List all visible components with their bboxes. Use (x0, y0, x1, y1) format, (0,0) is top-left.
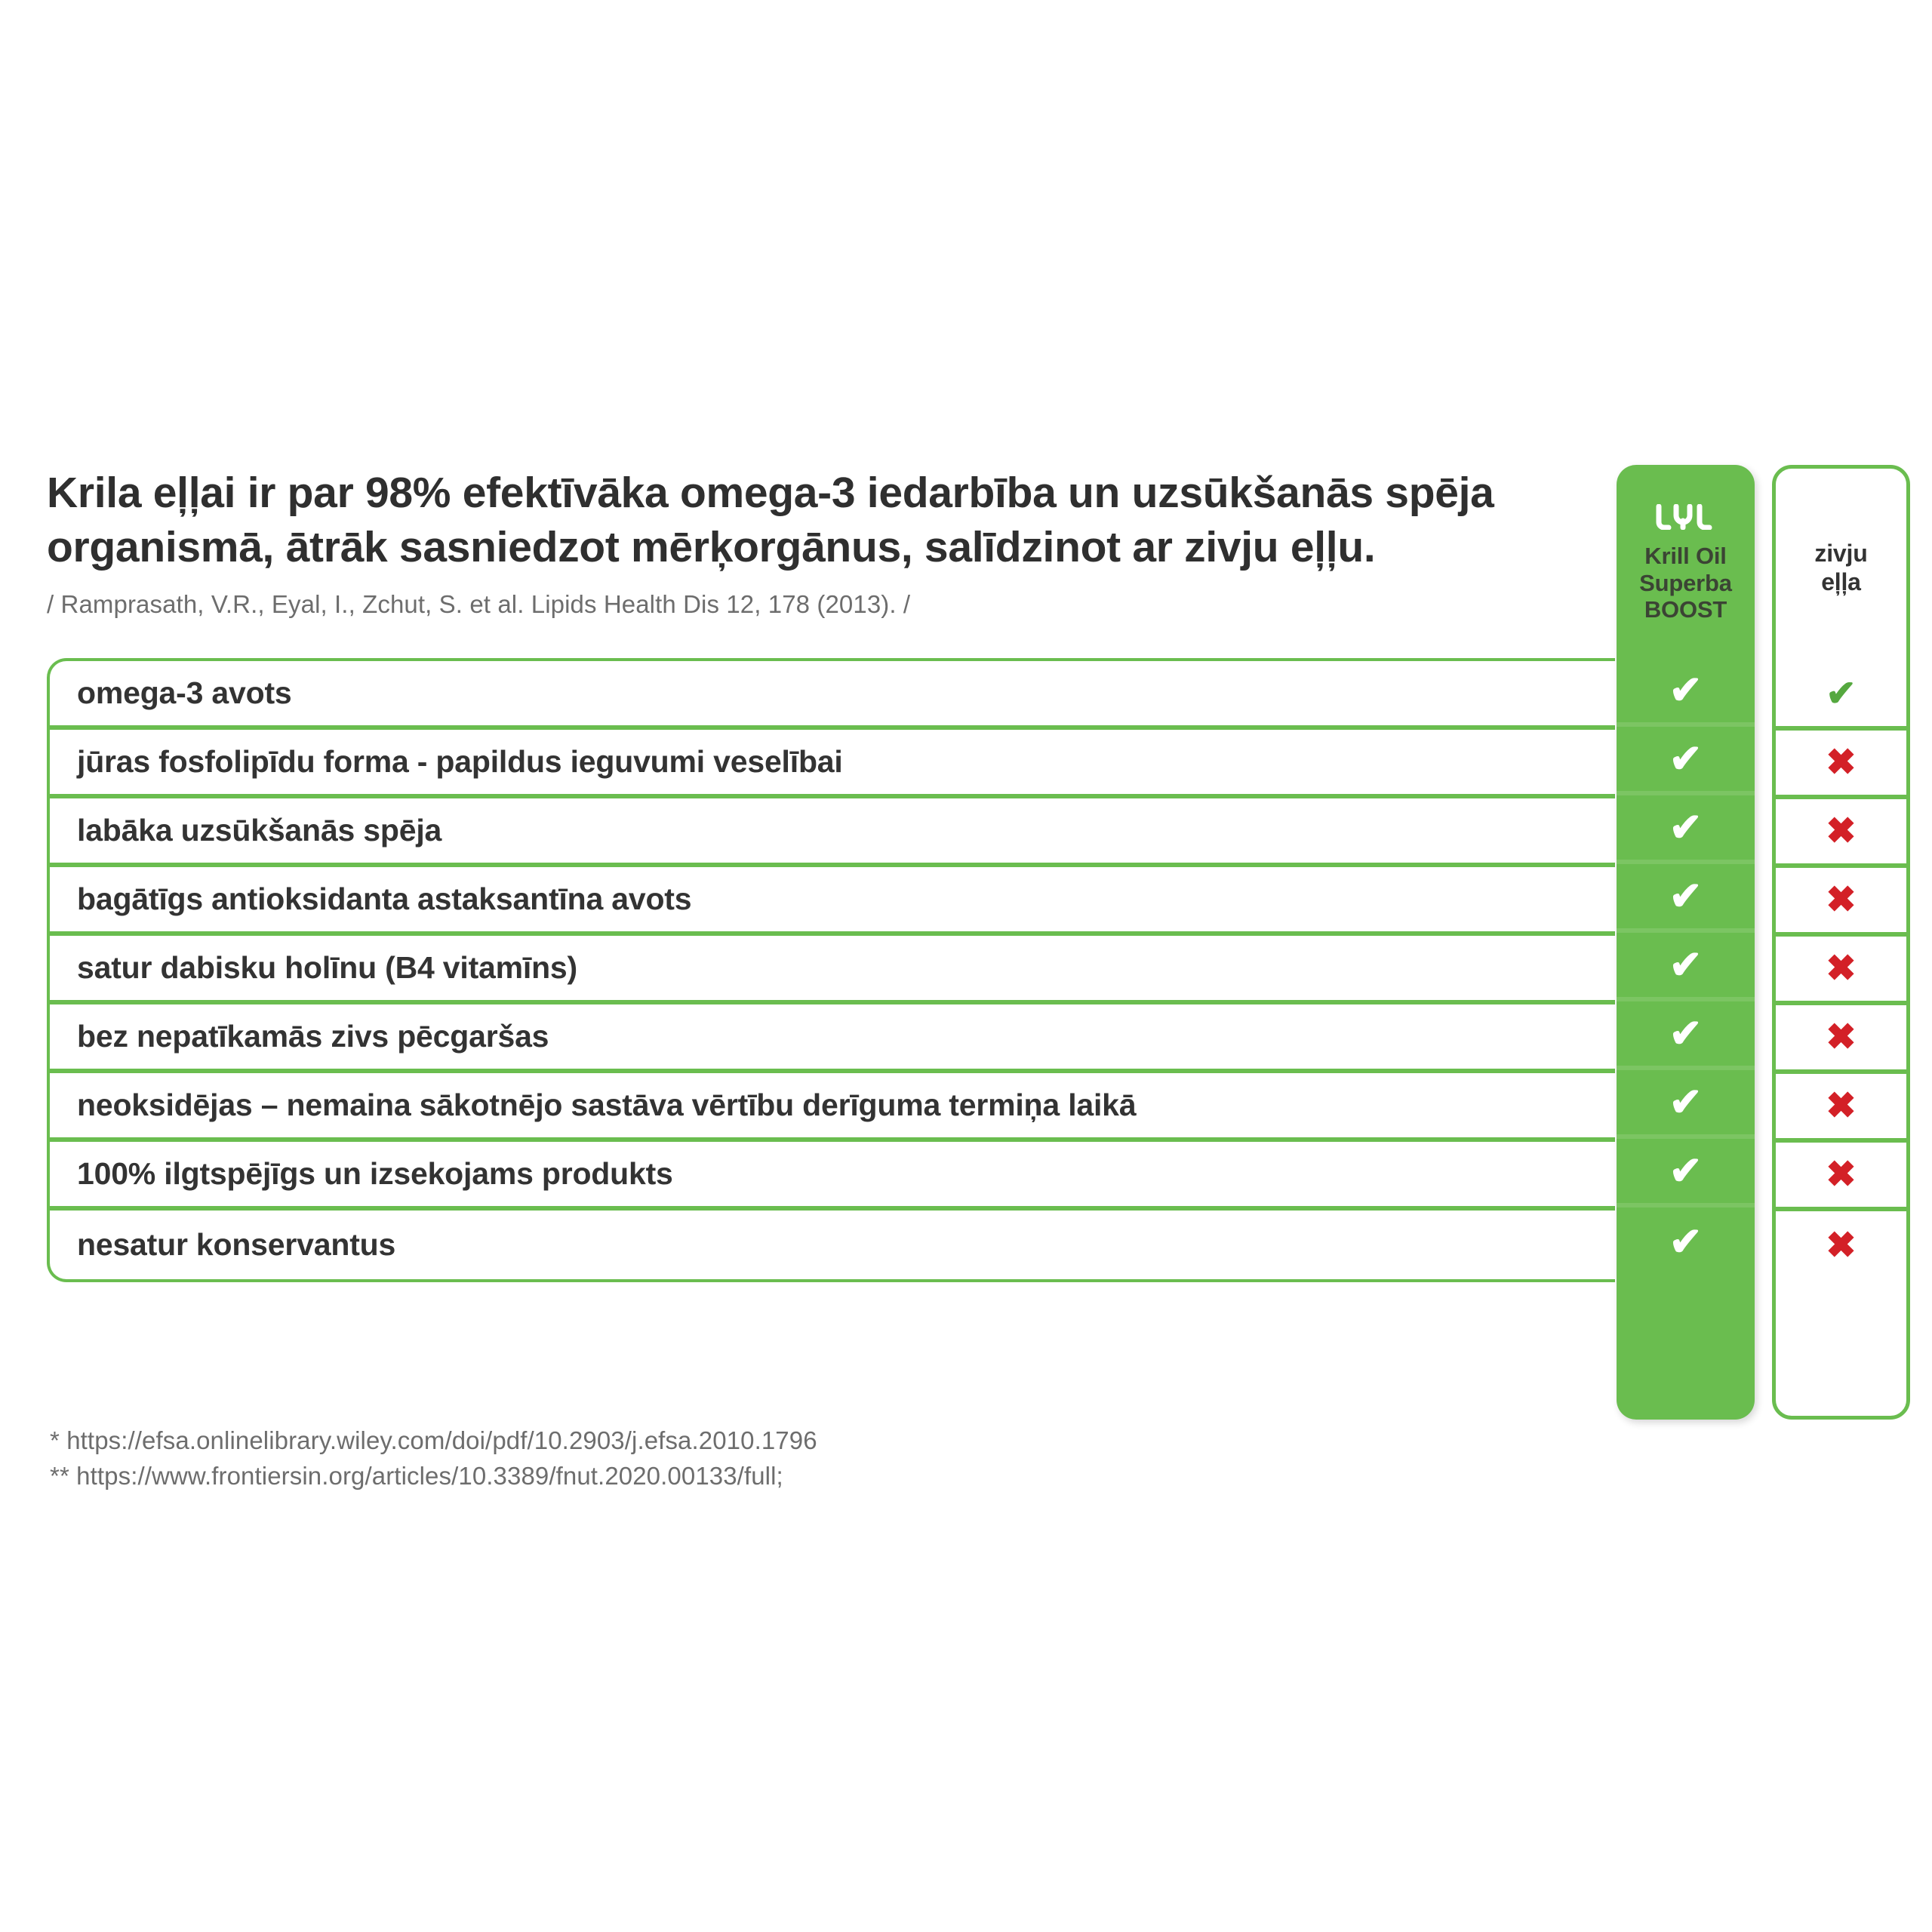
column-krill-oil: Krill Oil Superba BOOST ✔ ✔ ✔ ✔ ✔ ✔ ✔ ✔ ✔ (1617, 465, 1755, 1420)
feature-label: labāka uzsūkšanās spēja (77, 813, 442, 848)
check-icon: ✔ (1669, 668, 1703, 712)
fish-mark-cell: ✖ (1776, 1074, 1906, 1143)
check-icon: ✔ (1669, 1011, 1703, 1056)
table-row: neoksidējas – nemaina sākotnējo sastāva … (50, 1073, 1615, 1142)
feature-label: jūras fosfolipīdu forma - papildus ieguv… (77, 744, 843, 779)
krill-mark-cell: ✔ (1617, 658, 1755, 727)
table-row: jūras fosfolipīdu forma - papildus ieguv… (50, 730, 1615, 798)
feature-label: 100% ilgtspējīgs un izsekojams produkts (77, 1156, 673, 1191)
column-krill-title: Krill Oil Superba BOOST (1639, 543, 1732, 624)
krill-mark-cell: ✔ (1617, 1001, 1755, 1070)
column-fish-oil: zivju eļļa ✔ ✖ ✖ ✖ ✖ ✖ ✖ ✖ ✖ (1772, 465, 1910, 1420)
feature-label: nesatur konservantus (77, 1227, 396, 1262)
fish-mark-cell: ✖ (1776, 1143, 1906, 1211)
fish-mark-stack: ✔ ✖ ✖ ✖ ✖ ✖ ✖ ✖ ✖ (1776, 662, 1906, 1280)
feature-label: neoksidējas – nemaina sākotnējo sastāva … (77, 1088, 1137, 1122)
cross-icon: ✖ (1826, 742, 1857, 783)
table-row: bez nepatīkamās zivs pēcgaršas (50, 1004, 1615, 1073)
check-icon: ✔ (1669, 943, 1703, 987)
check-icon: ✔ (1669, 874, 1703, 918)
krill-mark-cell: ✔ (1617, 933, 1755, 1001)
page-title: Krila eļļai ir par 98% efektīvāka omega-… (47, 469, 1494, 571)
krill-mark-cell: ✔ (1617, 795, 1755, 864)
feature-label: bagātīgs antioksidanta astaksantīna avot… (77, 881, 692, 916)
table-row: bagātīgs antioksidanta astaksantīna avot… (50, 867, 1615, 936)
check-icon: ✔ (1669, 1080, 1703, 1124)
column-fish-title-line-2: eļļa (1821, 568, 1861, 595)
check-icon: ✔ (1669, 1149, 1703, 1193)
column-fish-title-line-1: zivju (1814, 539, 1868, 567)
cross-icon: ✖ (1826, 879, 1857, 920)
krill-mark-cell: ✔ (1617, 1208, 1755, 1276)
fish-mark-cell: ✖ (1776, 1211, 1906, 1280)
column-fish-header: zivju eļļa (1776, 469, 1906, 662)
column-krill-title-line-1: Krill Oil (1644, 542, 1727, 569)
check-icon: ✔ (1826, 673, 1857, 714)
krill-mark-cell: ✔ (1617, 1070, 1755, 1139)
table-row: satur dabisku holīnu (B4 vitamīns) (50, 936, 1615, 1004)
table-row: 100% ilgtspējīgs un izsekojams produkts (50, 1142, 1615, 1211)
fish-mark-cell: ✖ (1776, 1005, 1906, 1074)
krill-mark-cell: ✔ (1617, 864, 1755, 933)
krill-mark-stack: ✔ ✔ ✔ ✔ ✔ ✔ ✔ ✔ ✔ (1617, 658, 1755, 1276)
check-icon: ✔ (1669, 737, 1703, 781)
footnote-2: ** https://www.frontiersin.org/articles/… (50, 1461, 783, 1490)
column-krill-title-line-2: Superba (1639, 569, 1732, 596)
feature-label: omega-3 avots (77, 675, 292, 710)
krill-mark-cell: ✔ (1617, 1139, 1755, 1208)
column-krill-header: Krill Oil Superba BOOST (1617, 465, 1755, 658)
fish-mark-cell: ✔ (1776, 662, 1906, 731)
cross-icon: ✖ (1826, 948, 1857, 989)
cross-icon: ✖ (1826, 1085, 1857, 1126)
column-fish-title: zivju eļļa (1814, 539, 1867, 597)
column-krill-title-line-3: BOOST (1644, 596, 1727, 623)
table-row: labāka uzsūkšanās spēja (50, 798, 1615, 867)
fish-mark-cell: ✖ (1776, 868, 1906, 937)
headline-block: Krila eļļai ir par 98% efektīvāka omega-… (47, 466, 1609, 621)
cross-icon: ✖ (1826, 811, 1857, 851)
table-row: omega-3 avots (50, 661, 1615, 730)
cross-icon: ✖ (1826, 1017, 1857, 1057)
feature-label: bez nepatīkamās zivs pēcgaršas (77, 1019, 549, 1054)
fish-mark-cell: ✖ (1776, 731, 1906, 799)
footnote-1: * https://efsa.onlinelibrary.wiley.com/d… (50, 1426, 817, 1454)
fish-mark-cell: ✖ (1776, 799, 1906, 868)
cross-icon: ✖ (1826, 1225, 1857, 1266)
fish-mark-cell: ✖ (1776, 937, 1906, 1005)
citation-text: / Ramprasath, V.R., Eyal, I., Zchut, S. … (47, 589, 911, 618)
footnotes-block: * https://efsa.onlinelibrary.wiley.com/d… (50, 1423, 817, 1494)
table-row: nesatur konservantus (50, 1211, 1615, 1279)
check-icon: ✔ (1669, 1220, 1703, 1264)
feature-label: satur dabisku holīnu (B4 vitamīns) (77, 950, 577, 985)
lyl-logo-icon (1654, 503, 1718, 534)
check-icon: ✔ (1669, 805, 1703, 850)
krill-mark-cell: ✔ (1617, 727, 1755, 795)
comparison-table: omega-3 avots jūras fosfolipīdu forma - p… (47, 658, 1615, 1282)
cross-icon: ✖ (1826, 1154, 1857, 1195)
